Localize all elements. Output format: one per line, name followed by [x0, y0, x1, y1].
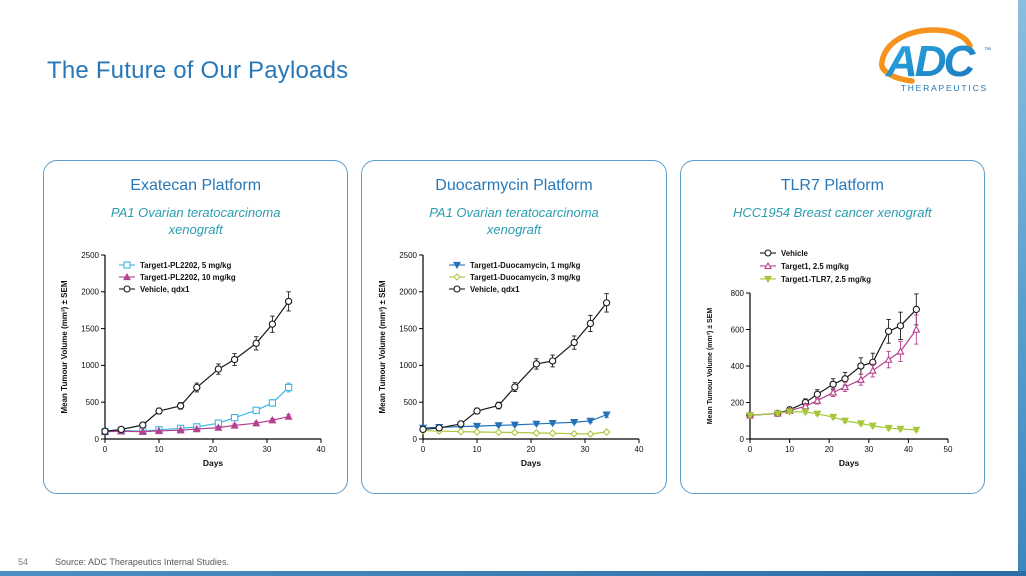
exatecan-chart-svg: 0 10 20 30 40 0 500 1000 1500 2000 2500 Days Mean Tu… [60, 251, 326, 468]
panel-subtitle-tlr7: HCC1954 Breast cancer xenograft [681, 205, 984, 241]
svg-text:30: 30 [865, 445, 874, 454]
panel-duocarmycin: Duocarmycin Platform PA1 Ovarian teratoc… [361, 160, 667, 494]
svg-text:20: 20 [825, 445, 834, 454]
svg-text:1000: 1000 [81, 361, 99, 370]
svg-text:200: 200 [731, 398, 745, 407]
slide-title: The Future of Our Payloads [47, 57, 349, 84]
svg-text:500: 500 [404, 398, 418, 407]
svg-text:Target1-Duocamycin, 1 mg/kg: Target1-Duocamycin, 1 mg/kg [470, 261, 581, 270]
slide-footer: 54 Source: ADC Therapeutics Internal Stud… [18, 557, 229, 567]
logo-subtext: THERAPEUTICS [901, 83, 988, 93]
panel-exatecan: Exatecan Platform PA1 Ovarian teratocarc… [43, 160, 349, 494]
svg-text:10: 10 [473, 445, 482, 454]
panel-title-tlr7: TLR7 Platform [780, 177, 884, 194]
svg-text:1500: 1500 [399, 324, 417, 333]
tlr7-chart-svg: 0 10 20 30 40 50 0 200 400 600 800 Days Mean Tumour … [707, 249, 953, 468]
svg-text:1000: 1000 [399, 361, 417, 370]
source-text: Source: ADC Therapeutics Internal Studie… [55, 557, 229, 567]
svg-text:0: 0 [102, 445, 107, 454]
svg-text:0: 0 [421, 445, 426, 454]
platform-panels: Exatecan Platform PA1 Ovarian teratocarc… [43, 160, 985, 494]
svg-text:Days: Days [521, 458, 542, 468]
svg-text:50: 50 [944, 445, 953, 454]
panel-subtitle-line2: xenograft [168, 221, 223, 237]
svg-text:0: 0 [748, 445, 753, 454]
svg-text:400: 400 [731, 362, 745, 371]
svg-text:2000: 2000 [399, 288, 417, 297]
svg-text:40: 40 [316, 445, 325, 454]
svg-text:10: 10 [785, 445, 794, 454]
svg-text:800: 800 [731, 289, 745, 298]
right-edge-bar [1018, 0, 1026, 576]
svg-text:Mean Tumour Volume (mm³) ± SEM: Mean Tumour Volume (mm³) ± SEM [707, 308, 714, 425]
svg-text:20: 20 [527, 445, 536, 454]
exatecan-chart: 0 10 20 30 40 0 500 1000 1500 2000 2500 Days Mean Tu… [44, 241, 347, 479]
tlr7-chart: 0 10 20 30 40 50 0 200 400 600 800 Days Mean Tumour … [681, 241, 984, 479]
svg-text:0: 0 [94, 435, 99, 444]
svg-text:30: 30 [262, 445, 271, 454]
svg-text:Target1, 2.5 mg/kg: Target1, 2.5 mg/kg [781, 262, 849, 271]
svg-text:Mean Tumour Volume (mm³) ± SEM: Mean Tumour Volume (mm³) ± SEM [60, 280, 69, 413]
adc-logo-graphic: ADC ™ THERAPEUTICS [879, 27, 991, 93]
panel-subtitle-duocarmycin: PA1 Ovarian teratocarcinoma xenograft [362, 205, 665, 241]
panel-subtitle-line1: HCC1954 Breast cancer xenograft [732, 205, 932, 220]
svg-text:Days: Days [202, 458, 223, 468]
logo-wordmark: ADC [885, 37, 977, 86]
svg-text:0: 0 [740, 435, 745, 444]
svg-text:2500: 2500 [399, 251, 417, 260]
logo-trademark: ™ [984, 47, 991, 54]
svg-text:Target1-Duocamycin, 3 mg/kg: Target1-Duocamycin, 3 mg/kg [470, 273, 581, 282]
svg-text:30: 30 [581, 445, 590, 454]
panel-subtitle-line2: xenograft [486, 221, 542, 237]
page-number: 54 [18, 557, 29, 567]
svg-text:Vehicle, qdx1: Vehicle, qdx1 [140, 285, 190, 294]
bottom-edge-bar [0, 571, 1026, 576]
panel-title-exatecan: Exatecan Platform [130, 177, 262, 194]
svg-text:Target1-TLR7, 2.5 mg/kg: Target1-TLR7, 2.5 mg/kg [781, 275, 871, 284]
svg-text:Vehicle: Vehicle [781, 249, 809, 258]
duocarmycin-chart-svg: 0 10 20 30 40 0 500 1000 1500 2000 2500 Days Mean Tu… [378, 251, 644, 468]
svg-text:Target1-PL2202, 5 mg/kg: Target1-PL2202, 5 mg/kg [140, 261, 232, 270]
duocarmycin-chart: 0 10 20 30 40 0 500 1000 1500 2000 2500 Days Mean Tu… [362, 241, 665, 479]
svg-text:40: 40 [635, 445, 644, 454]
logo-swoosh [879, 27, 973, 84]
panel-subtitle-line1: PA1 Ovarian teratocarcinoma [429, 205, 599, 220]
svg-text:0: 0 [413, 435, 418, 444]
svg-text:2000: 2000 [81, 288, 99, 297]
svg-text:1500: 1500 [81, 324, 99, 333]
svg-text:500: 500 [85, 398, 99, 407]
panel-subtitle-exatecan: PA1 Ovarian teratocarcinoma xenograft [44, 205, 347, 241]
svg-text:Mean Tumour Volume (mm³) ± SEM: Mean Tumour Volume (mm³) ± SEM [378, 280, 387, 413]
svg-text:Target1-PL2202, 10 mg/kg: Target1-PL2202, 10 mg/kg [140, 273, 236, 282]
svg-text:20: 20 [208, 445, 217, 454]
panel-title-duocarmycin: Duocarmycin Platform [435, 177, 593, 194]
adc-logo: ADC ™ THERAPEUTICS [878, 24, 998, 103]
svg-text:600: 600 [731, 325, 745, 334]
svg-text:Days: Days [839, 458, 860, 468]
svg-text:2500: 2500 [81, 251, 99, 260]
svg-text:40: 40 [904, 445, 913, 454]
svg-text:Vehicle, qdx1: Vehicle, qdx1 [470, 285, 520, 294]
svg-text:10: 10 [154, 445, 163, 454]
panel-subtitle-line1: PA1 Ovarian teratocarcinoma [110, 205, 281, 220]
panel-tlr7: TLR7 Platform HCC1954 Breast cancer xeno… [679, 160, 985, 494]
